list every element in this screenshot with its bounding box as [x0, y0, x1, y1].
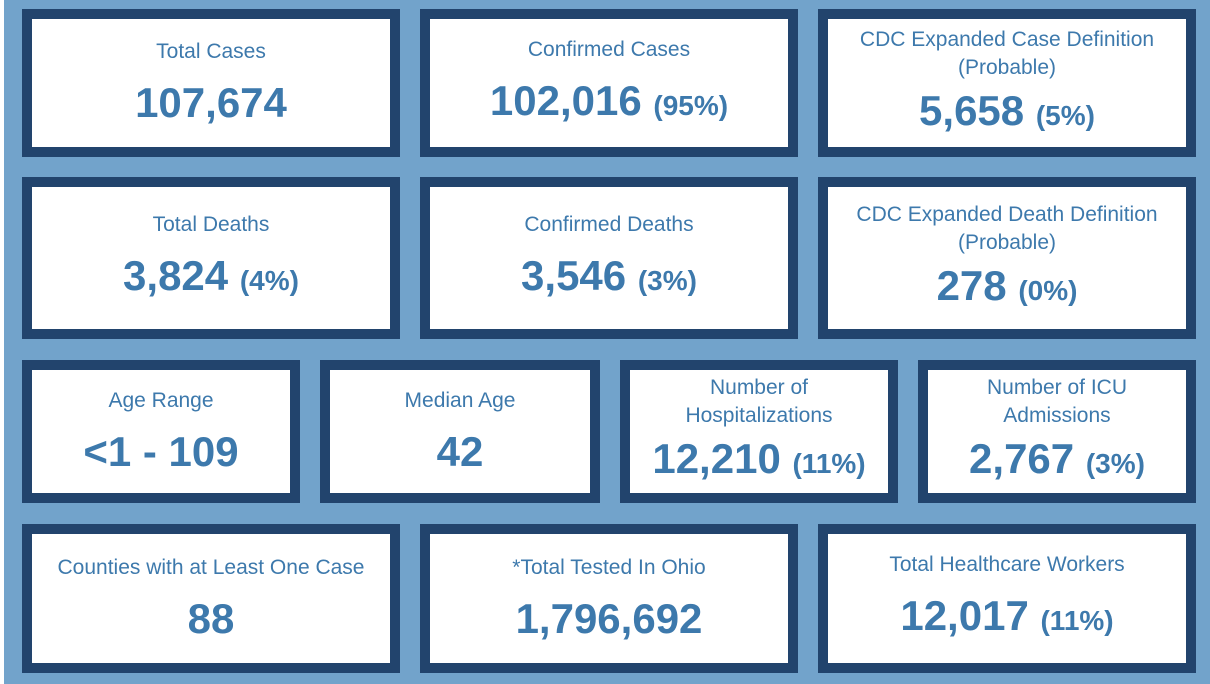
probable-deaths-card: CDC Expanded Death Definition (Probable)… [818, 177, 1196, 339]
card-value: 278 [936, 261, 1007, 309]
card-percent: (3%) [1085, 448, 1145, 479]
card-value: 3,824 [123, 251, 229, 299]
card-value: 88 [187, 594, 235, 642]
card-percent: (5%) [1035, 99, 1095, 131]
card-label: Number of Hospitalizations [685, 376, 833, 427]
card-label: Number of ICU Admissions [986, 376, 1128, 427]
card-value: 12,017 [900, 592, 1029, 639]
card-label: Total Deaths [152, 212, 270, 236]
card-percent: (95%) [653, 89, 729, 121]
card-value-row: 278 (0%) [937, 261, 1078, 316]
total-cases-card: Total Cases 107,674 [22, 9, 400, 157]
card-value-row: 88 [188, 594, 235, 644]
card-value-row: 5,658 (5%) [919, 86, 1095, 141]
card-value: <1 - 109 [83, 427, 239, 475]
healthcare-workers-card: Total Healthcare Workers 12,017 (11%) [818, 524, 1196, 673]
card-label: Total Cases [156, 40, 266, 63]
confirmed-cases-card: Confirmed Cases 102,016 (95%) [420, 9, 798, 157]
probable-cases-card: CDC Expanded Case Definition (Probable) … [818, 9, 1196, 157]
card-value-row: 12,210 (11%) [652, 434, 865, 489]
card-value: 3,546 [521, 251, 627, 299]
card-value: 1,796,692 [515, 594, 703, 642]
card-value-row: 42 [437, 427, 484, 477]
card-value-row: 107,674 [135, 78, 287, 128]
card-value-row: 12,017 (11%) [900, 591, 1113, 646]
card-value-row: 3,824 (4%) [123, 251, 299, 306]
card-label: *Total Tested In Ohio [512, 555, 706, 579]
card-value-row: 102,016 (95%) [490, 76, 728, 131]
card-value: 42 [436, 427, 484, 475]
card-value: 5,658 [919, 86, 1025, 134]
card-label: Age Range [108, 388, 214, 412]
card-label: Total Healthcare Workers [889, 553, 1125, 576]
hospitalizations-card: Number of Hospitalizations 12,210 (11%) [620, 360, 898, 503]
card-label: Counties with at Least One Case [57, 555, 365, 579]
confirmed-deaths-card: Confirmed Deaths 3,546 (3%) [420, 177, 798, 339]
card-label: CDC Expanded Case Definition (Probable) [859, 27, 1155, 79]
card-value-row: <1 - 109 [83, 427, 238, 477]
icu-admissions-card: Number of ICU Admissions 2,767 (3%) [918, 360, 1196, 503]
card-percent: (4%) [239, 264, 299, 296]
card-value: 102,016 [489, 76, 642, 124]
card-label: Confirmed Cases [527, 37, 691, 61]
card-value-row: 3,546 (3%) [521, 251, 697, 306]
total-deaths-card: Total Deaths 3,824 (4%) [22, 177, 400, 339]
card-percent: (11%) [792, 448, 866, 479]
card-label: Confirmed Deaths [524, 212, 694, 236]
card-percent: (3%) [637, 264, 697, 296]
counties-card: Counties with at Least One Case 88 [22, 524, 400, 673]
card-value: 12,210 [652, 435, 781, 482]
card-label: Median Age [404, 388, 516, 412]
card-percent: (11%) [1040, 605, 1114, 636]
total-tested-card: *Total Tested In Ohio 1,796,692 [420, 524, 798, 673]
age-range-card: Age Range <1 - 109 [22, 360, 300, 503]
card-value: 107,674 [135, 79, 287, 126]
card-value-row: 2,767 (3%) [969, 434, 1145, 489]
median-age-card: Median Age 42 [320, 360, 600, 503]
card-label: CDC Expanded Death Definition (Probable) [856, 202, 1158, 254]
card-percent: (0%) [1018, 274, 1078, 306]
card-value: 2,767 [969, 435, 1075, 482]
card-value-row: 1,796,692 [516, 594, 703, 644]
